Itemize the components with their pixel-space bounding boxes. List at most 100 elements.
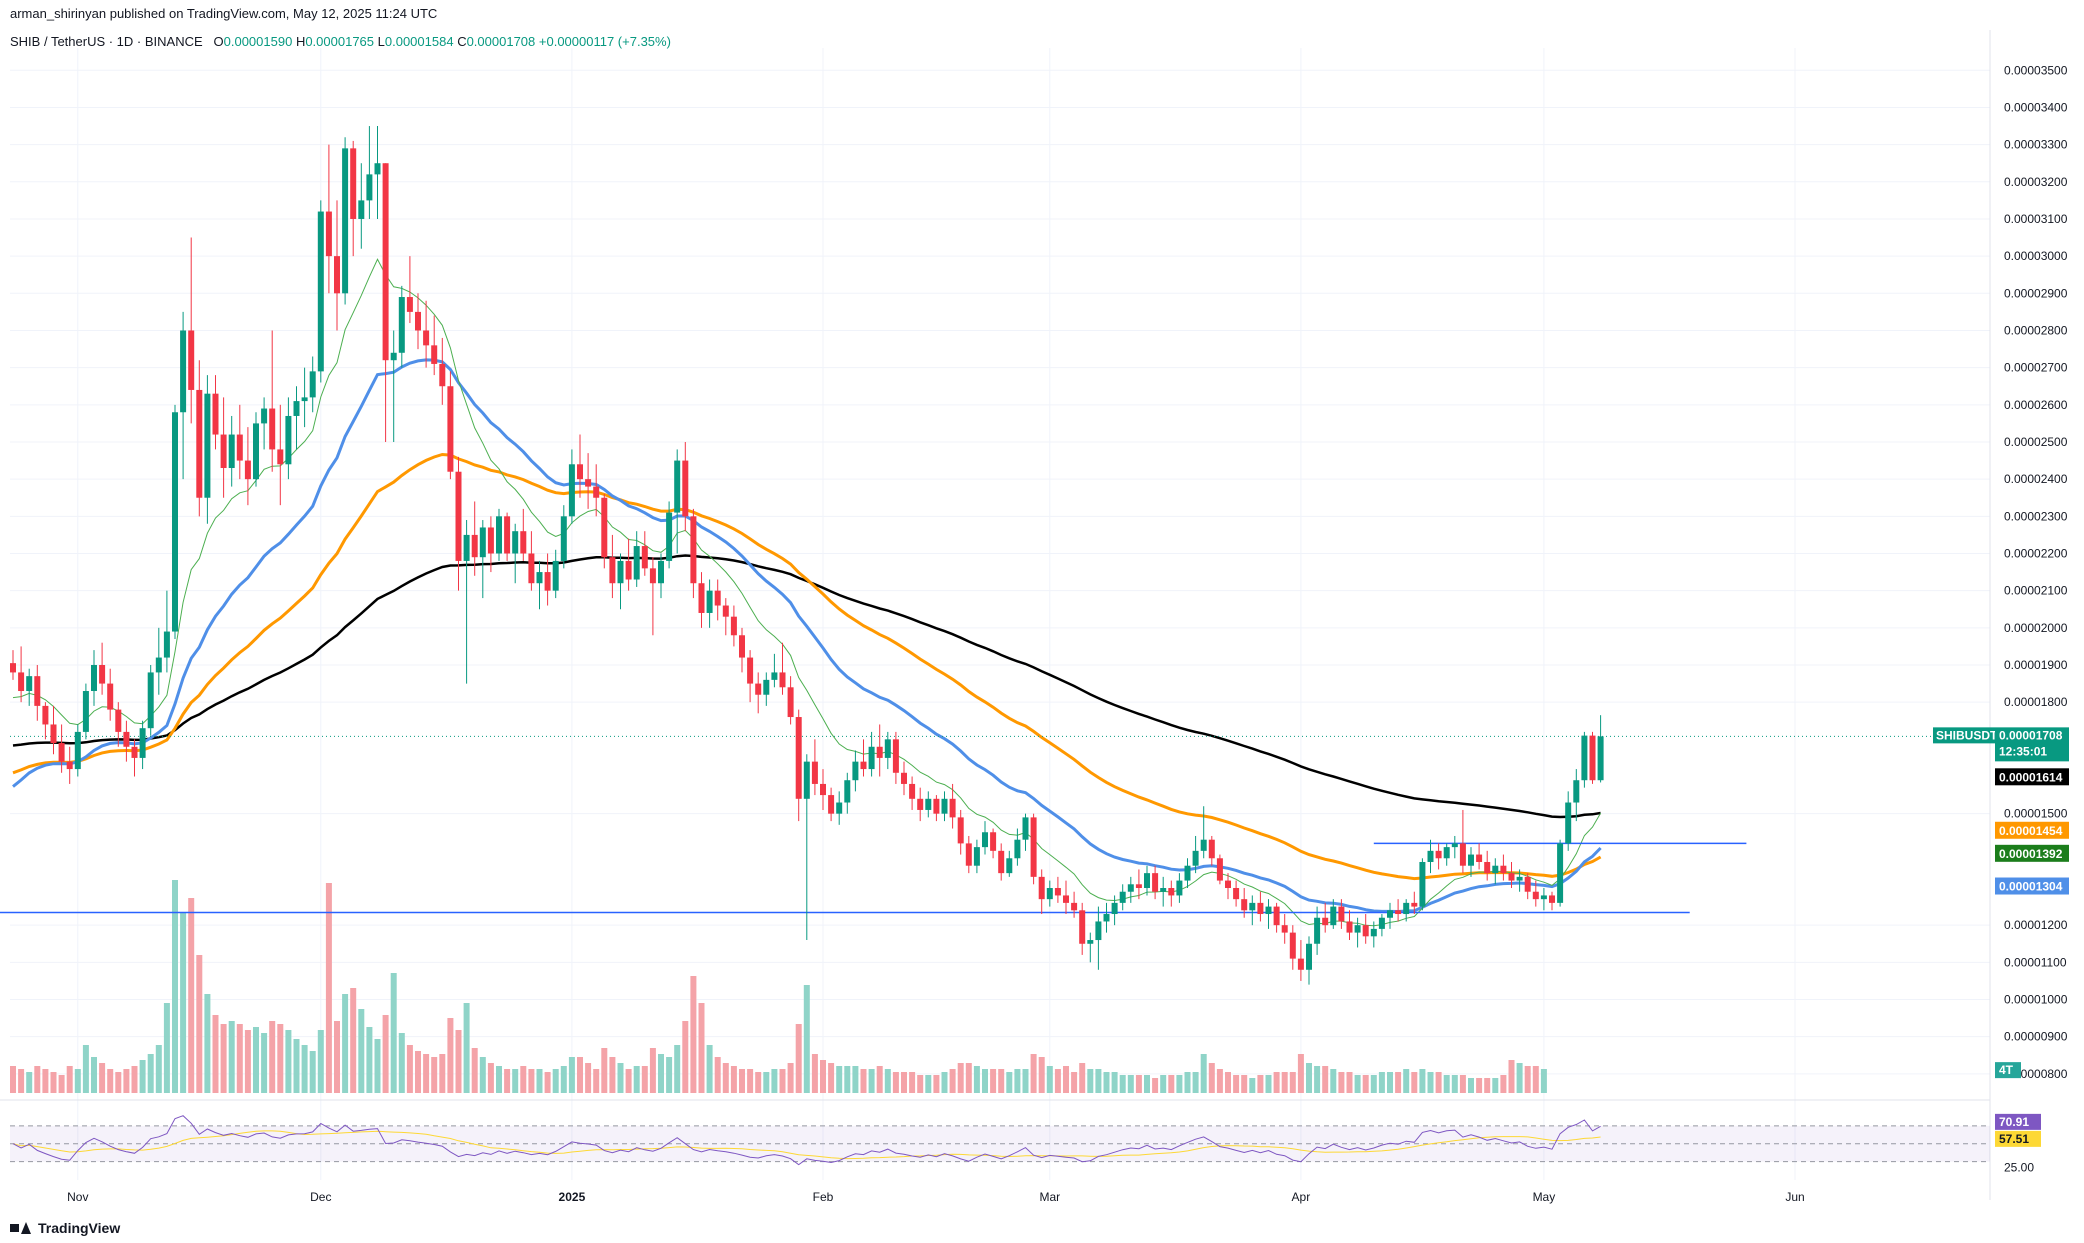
candle: [99, 642, 106, 695]
candle-body: [1403, 902, 1410, 915]
candle-body: [1249, 902, 1256, 911]
candle: [998, 843, 1005, 881]
volume-bar: [1395, 1072, 1402, 1093]
volume-bar: [1054, 1069, 1061, 1093]
candle-body: [1395, 910, 1402, 915]
candle-body: [1046, 888, 1053, 900]
candle-body: [334, 256, 340, 294]
volume-bar: [739, 1069, 745, 1093]
candle: [730, 605, 737, 647]
volume-bar: [1484, 1078, 1491, 1093]
candle-body: [892, 739, 899, 773]
candle-body: [415, 311, 421, 331]
volume-bar: [625, 1069, 632, 1093]
rsi-ma-line: [12, 1130, 1601, 1160]
volume-bar: [447, 1018, 454, 1093]
candle: [1184, 858, 1191, 889]
symbol-legend[interactable]: SHIB / TetherUS · 1D · BINANCE O0.000015…: [10, 34, 671, 49]
volume-bar: [1273, 1072, 1280, 1093]
candle-body: [66, 761, 73, 770]
rsi-value-tag: [1995, 1113, 2041, 1130]
candle: [26, 668, 33, 706]
volume-bar: [1071, 1072, 1078, 1093]
tradingview-logo[interactable]: TradingView: [10, 1220, 120, 1236]
volume-bar: [1540, 1069, 1547, 1093]
volume-bar: [496, 1066, 502, 1093]
candle: [18, 646, 25, 703]
volume-bar: [909, 1072, 916, 1093]
price-axis: 0.00003500 0.00003400 0.00003300 0.00003200…: [2004, 63, 2068, 1081]
candle-body: [1200, 839, 1207, 851]
volume-bar: [1362, 1075, 1369, 1093]
low-value: 0.00001584: [384, 34, 454, 49]
candle: [1087, 932, 1094, 963]
ma-price-tag-value: 0.00001392: [1999, 847, 2063, 861]
candle-body: [1370, 928, 1377, 937]
candle: [795, 709, 802, 822]
candle: [390, 330, 397, 442]
candle: [747, 650, 754, 703]
volume-bar: [479, 1057, 486, 1093]
volume-badge-text: 4T: [1999, 1063, 2014, 1077]
candle-body: [1087, 940, 1094, 944]
candle: [674, 449, 681, 554]
rsi-level-label: 25.00: [2004, 1161, 2034, 1175]
candle-body: [1281, 925, 1288, 933]
price-tick-label: 0.00002400: [2004, 472, 2068, 486]
candle-body: [447, 386, 454, 472]
volume-bar: [1168, 1075, 1175, 1093]
candle-body: [1216, 858, 1223, 881]
candle-body: [941, 798, 948, 814]
candle: [1524, 873, 1531, 900]
candle: [342, 137, 349, 305]
candle-body: [884, 739, 891, 758]
volume-bar: [244, 1030, 251, 1093]
volume-bar: [358, 1009, 365, 1093]
candle: [1419, 858, 1426, 911]
volume-bar: [1046, 1066, 1053, 1093]
volume-bar: [601, 1048, 608, 1093]
candle-body: [641, 546, 648, 569]
candle-body: [1565, 802, 1572, 844]
candle: [334, 200, 340, 331]
volume-bar: [1508, 1060, 1515, 1093]
candle-body: [1387, 910, 1393, 918]
candle: [1152, 865, 1159, 900]
candle-body: [1540, 895, 1547, 900]
candle-body: [471, 534, 478, 558]
candle-body: [42, 705, 49, 725]
candle-body: [1468, 854, 1474, 866]
candle: [1127, 876, 1134, 903]
volume-bar: [876, 1066, 883, 1093]
time-tick-label: Mar: [1039, 1190, 1060, 1204]
candle: [1289, 925, 1296, 970]
volume-bar: [99, 1063, 106, 1093]
candle-body: [131, 746, 138, 758]
candle: [544, 553, 551, 606]
candle: [1516, 869, 1523, 892]
candle-body: [698, 583, 705, 613]
candle-body: [1160, 888, 1167, 892]
candle-body: [1484, 861, 1491, 874]
candle-body: [1476, 854, 1483, 862]
candle: [1338, 899, 1345, 929]
candle-body: [285, 415, 292, 465]
volume-bar: [269, 1021, 276, 1093]
volume-bar: [998, 1069, 1005, 1093]
volume-bar: [674, 1045, 681, 1093]
candle-body: [244, 460, 251, 480]
candle: [277, 404, 284, 506]
candle-body: [58, 743, 65, 762]
candle-body: [1314, 917, 1321, 944]
candle-body: [722, 605, 729, 617]
candle-body: [1346, 921, 1353, 933]
volume-bar: [123, 1069, 130, 1093]
candle: [1322, 902, 1329, 933]
volume-bar: [1192, 1072, 1199, 1093]
volume-bar: [933, 1075, 940, 1093]
candle-body: [220, 434, 227, 469]
symbol-name[interactable]: SHIB / TetherUS · 1D · BINANCE: [10, 34, 203, 49]
volume-bar: [941, 1072, 948, 1093]
price-tick-label: 0.00000900: [2004, 1030, 2068, 1044]
